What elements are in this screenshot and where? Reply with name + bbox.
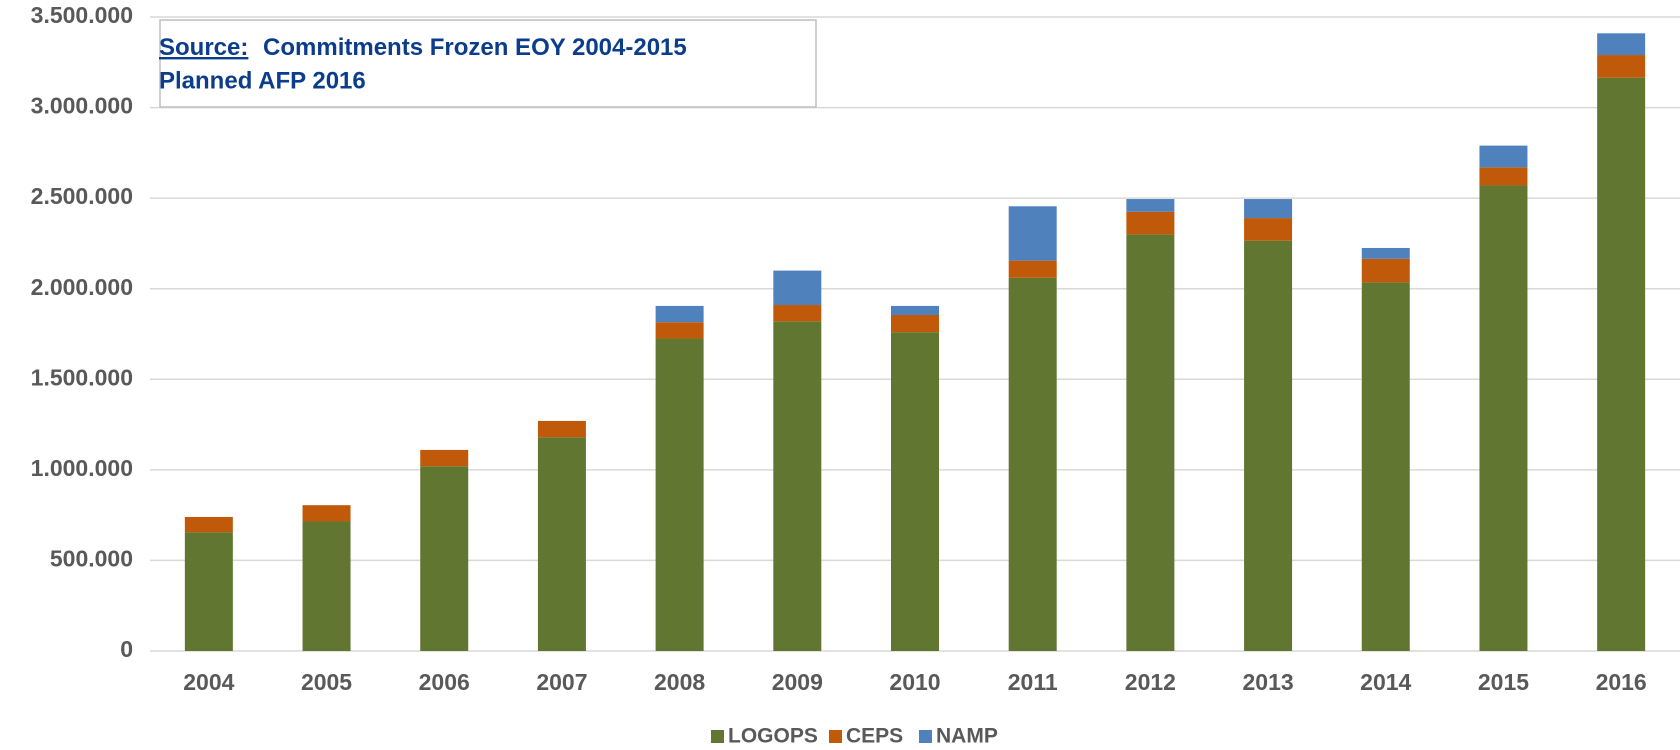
annotation-box <box>159 19 817 108</box>
x-tick-label: 2004 <box>183 669 234 695</box>
x-tick-label: 2009 <box>772 669 823 695</box>
bar-segment <box>302 505 351 522</box>
legend-swatch <box>919 730 932 743</box>
x-tick-label: 2010 <box>889 669 940 695</box>
bar-segment <box>773 321 822 651</box>
y-tick-label: 0 <box>120 636 133 662</box>
legend-swatch <box>829 730 842 743</box>
bar-segment <box>420 466 469 651</box>
bar-segment <box>655 305 704 323</box>
bar-segment <box>1361 258 1410 283</box>
y-tick-label: 1.500.000 <box>31 364 133 390</box>
legend-label: CEPS <box>846 725 903 748</box>
y-tick-label: 2.500.000 <box>31 183 133 209</box>
bar-segment <box>1244 218 1293 241</box>
bar-segment <box>302 521 351 651</box>
annotation-line: Commitments Frozen EOY 2004-2015 <box>263 34 687 61</box>
annotation: Source: Commitments Frozen EOY 2004-2015 <box>159 34 687 61</box>
bar-segment <box>1597 77 1646 651</box>
bar-segment <box>1244 199 1293 219</box>
bar-segment <box>537 437 586 651</box>
bar-segment <box>1479 145 1528 168</box>
legend-label: NAMP <box>936 725 998 748</box>
annotation-line: Planned AFP 2016 <box>159 67 366 94</box>
bar-segment <box>655 322 704 339</box>
bar-segment <box>891 332 939 651</box>
x-tick-label: 2016 <box>1596 669 1647 695</box>
x-tick-label: 2013 <box>1242 669 1293 695</box>
bar-segment <box>537 420 586 438</box>
bar-segment <box>1479 185 1528 651</box>
y-tick-label: 2.000.000 <box>31 274 133 300</box>
y-tick-label: 500.000 <box>50 546 133 572</box>
x-tick-label: 2006 <box>419 669 470 695</box>
x-tick-label: 2011 <box>1008 669 1058 695</box>
bar-segment <box>1008 277 1057 651</box>
bar-segment <box>1597 55 1646 78</box>
bar-segment <box>891 305 939 315</box>
y-tick-label: 3.000.000 <box>31 93 133 119</box>
x-tick-label: 2015 <box>1478 669 1529 695</box>
bar-segment <box>1126 234 1175 651</box>
bar-segment <box>1361 282 1410 651</box>
x-tick-label: 2007 <box>536 669 587 695</box>
bar-segment <box>1008 206 1057 261</box>
x-tick-label: 2005 <box>301 669 352 695</box>
bar-segment <box>1126 199 1175 212</box>
legend-swatch <box>711 730 724 743</box>
bar-segment <box>1597 33 1646 56</box>
bar-segment <box>773 270 822 306</box>
bar-segment <box>1479 167 1528 186</box>
annotation-label: Source: <box>159 34 248 61</box>
y-tick-label: 1.000.000 <box>31 455 133 481</box>
bar-segment <box>655 338 704 651</box>
bar-segment <box>1244 240 1293 651</box>
x-tick-label: 2014 <box>1360 669 1411 695</box>
bar-segment <box>184 516 233 533</box>
y-tick-label: 3.500.000 <box>31 2 133 28</box>
x-tick-label: 2012 <box>1125 669 1176 695</box>
bar-segment <box>773 305 822 322</box>
bar-segment <box>1008 260 1057 278</box>
bar-segment <box>1126 211 1175 235</box>
bar-segment <box>891 314 939 333</box>
bar-segment <box>1361 247 1410 259</box>
bar-segment <box>184 532 233 651</box>
bar-segment <box>420 449 469 467</box>
x-tick-label: 2008 <box>654 669 705 695</box>
legend-label: LOGOPS <box>728 725 818 748</box>
